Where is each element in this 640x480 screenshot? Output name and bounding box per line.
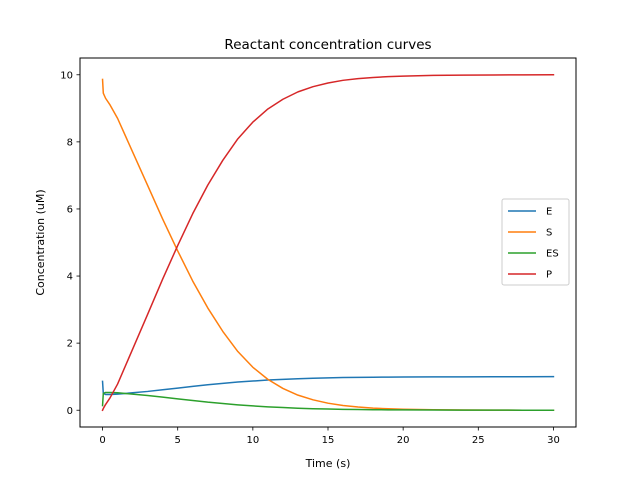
legend-label-es: ES — [546, 249, 559, 260]
y-tick-label: 8 — [67, 137, 73, 148]
x-tick-label: 0 — [99, 435, 105, 446]
x-tick-label: 30 — [547, 435, 560, 446]
series-line-es — [101, 391, 555, 411]
y-tick-label: 2 — [67, 339, 73, 350]
x-tick-label: 10 — [246, 435, 259, 446]
x-tick-label: 15 — [322, 435, 335, 446]
y-axis-label: Concentration (uM) — [34, 189, 47, 295]
legend-box — [501, 198, 570, 286]
legend: ES ES P — [501, 198, 570, 286]
plot-area — [101, 74, 555, 412]
legend-label-s: S — [546, 228, 552, 239]
y-axis: 0 2 4 6 8 10 — [60, 70, 80, 417]
y-tick-label: 0 — [67, 406, 73, 417]
x-axis-label: Time (s) — [305, 457, 351, 470]
x-tick-label: 20 — [397, 435, 410, 446]
x-axis: 0 5 10 15 20 25 30 — [99, 427, 560, 446]
y-tick-label: 10 — [60, 70, 73, 81]
y-tick-label: 4 — [67, 272, 73, 283]
legend-label-p: P — [546, 270, 552, 281]
x-tick-label: 5 — [175, 435, 181, 446]
x-tick-label: 25 — [472, 435, 485, 446]
legend-label-e: E — [546, 207, 552, 218]
series-line-p — [101, 74, 555, 412]
y-tick-label: 6 — [67, 205, 73, 216]
chart-title: Reactant concentration curves — [224, 37, 431, 53]
